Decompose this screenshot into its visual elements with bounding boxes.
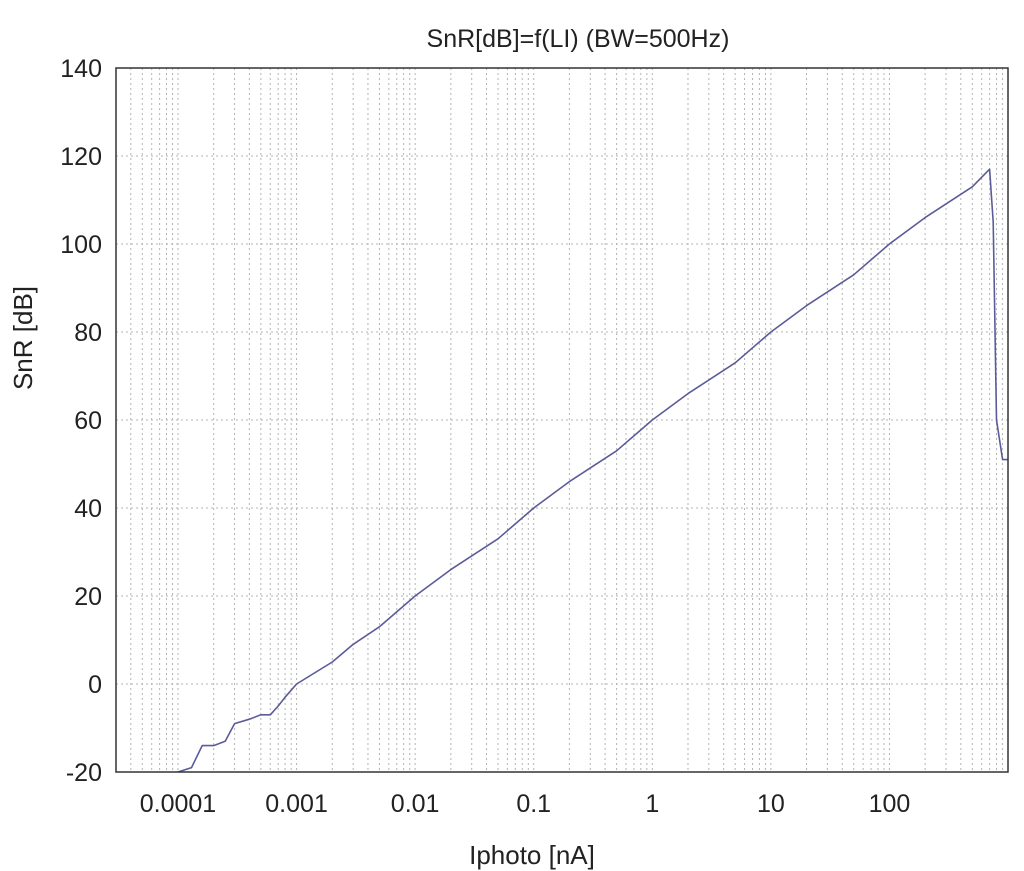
chart-title: SnR[dB]=f(LI) (BW=500Hz): [427, 25, 730, 53]
plot-frame: [115, 67, 1009, 773]
series-layer: [177, 168, 1008, 773]
y-tick-labels: -20 0 20 40 60 80 100 120 140: [60, 55, 102, 787]
y-tick-label: 120: [60, 143, 102, 171]
y-tick-label: 140: [60, 55, 102, 83]
y-tick-label: 0: [88, 671, 102, 699]
x-tick-label: 100: [869, 790, 911, 818]
x-tick-label: 10: [757, 790, 785, 818]
y-tick-label: 40: [74, 495, 102, 523]
y-tick-label: 60: [74, 407, 102, 435]
y-tick-label: 20: [74, 583, 102, 611]
x-tick-label: 0.0001: [140, 790, 216, 818]
grid: [115, 67, 1009, 773]
x-tick-label: 0.1: [516, 790, 551, 818]
x-tick-labels: 0.0001 0.001 0.01 0.1 1 10 100: [140, 790, 911, 818]
y-tick-label: 80: [74, 319, 102, 347]
y-tick-label: -20: [66, 759, 102, 787]
y-axis-label: SnR [dB]: [8, 286, 38, 390]
x-tick-label: 0.01: [391, 790, 440, 818]
snr-series-line: [177, 168, 1008, 773]
y-tick-label: 100: [60, 231, 102, 259]
x-tick-label: 0.001: [265, 790, 328, 818]
x-tick-label: 1: [645, 790, 659, 818]
x-axis-label: Iphoto [nA]: [469, 840, 595, 870]
